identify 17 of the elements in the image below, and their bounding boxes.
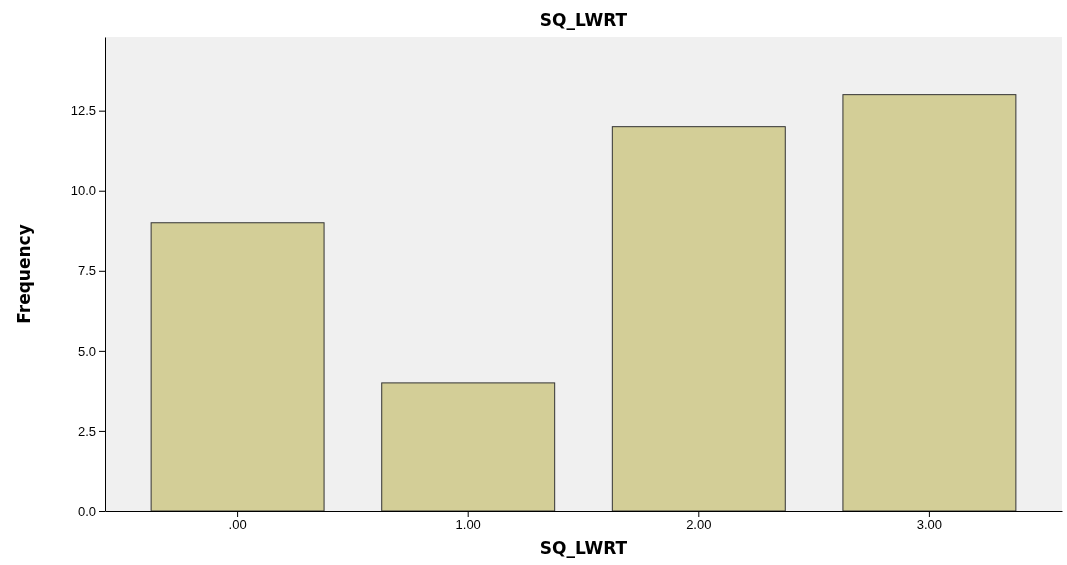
y-tick-label: 0.0 xyxy=(77,503,96,519)
y-tick-label: 7.5 xyxy=(77,263,96,279)
bar xyxy=(381,382,556,512)
x-tick-label: 3.00 xyxy=(916,517,943,533)
x-axis-title: SQ_LWRT xyxy=(539,538,628,558)
x-tick-label: 2.00 xyxy=(686,517,712,533)
y-tick-label: 10.0 xyxy=(70,183,96,199)
y-tick-label: 12.5 xyxy=(70,103,96,119)
y-tick-label: 5.0 xyxy=(77,343,96,359)
bar xyxy=(842,94,1017,512)
y-axis-title: Frequency xyxy=(14,224,34,324)
chart-title: SQ_LWRT xyxy=(539,10,628,30)
x-tick-label: 1.00 xyxy=(455,517,481,533)
bar xyxy=(611,126,786,512)
x-tick-label: .00 xyxy=(228,517,247,533)
y-tick-label: 2.5 xyxy=(77,423,96,439)
bar xyxy=(150,222,325,512)
